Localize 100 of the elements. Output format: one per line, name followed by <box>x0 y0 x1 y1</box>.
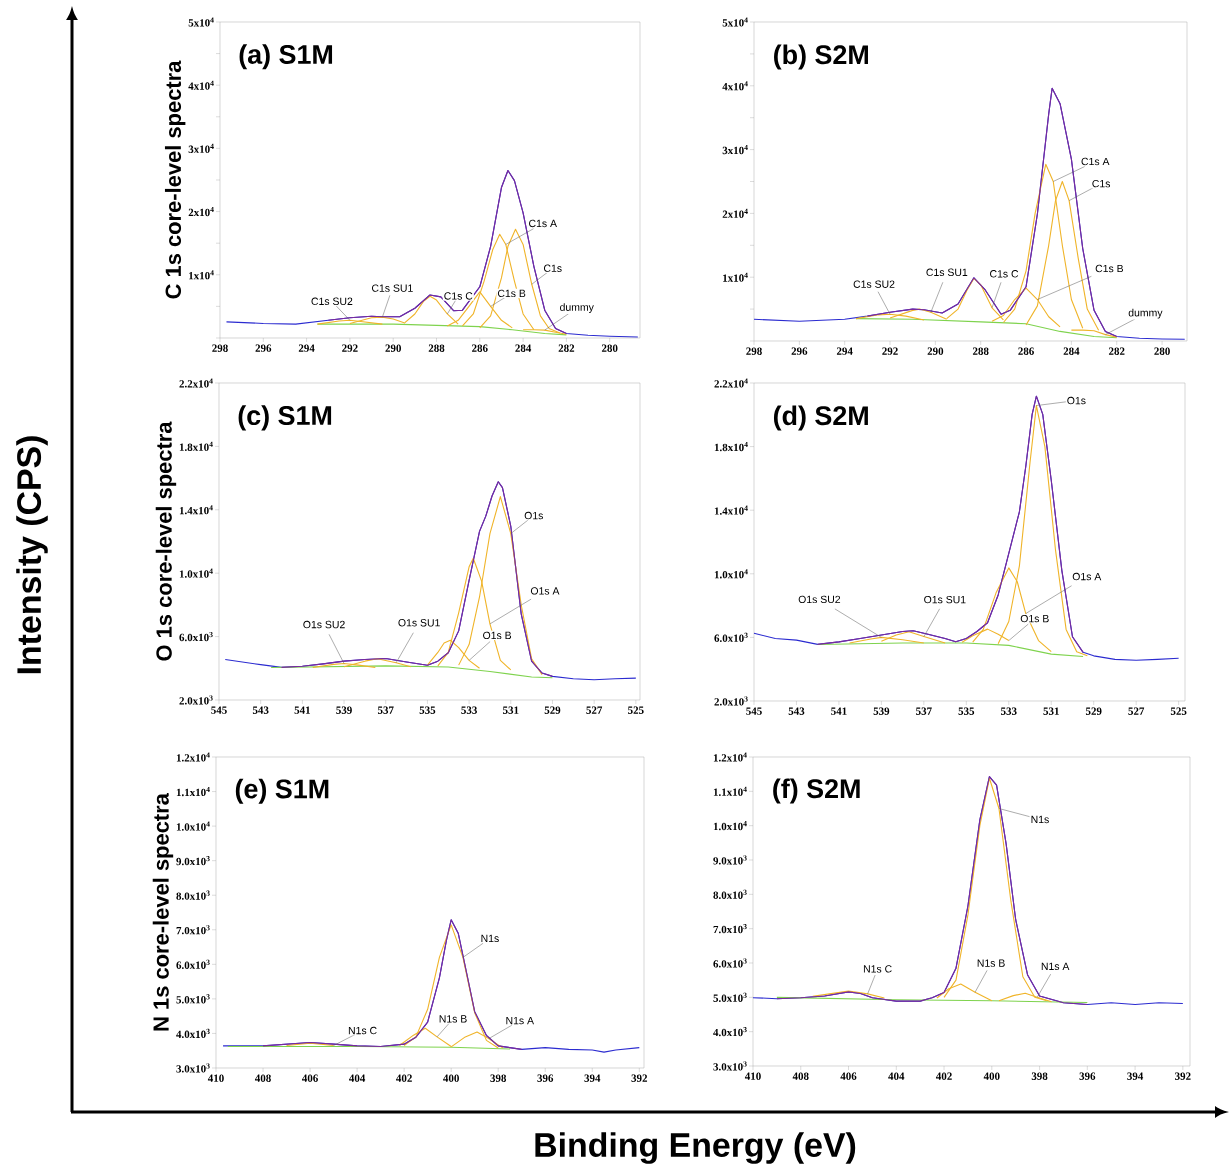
x-tick-label: 541 <box>831 707 847 715</box>
text: (a) S1M <box>239 44 333 70</box>
x-tick-label: 398 <box>490 1074 507 1082</box>
x-tick-label: 410 <box>744 1072 761 1080</box>
annotation: C1s B <box>1095 264 1124 273</box>
text: Binding Energy (eV) <box>535 1132 856 1164</box>
x-tick-label: 298 <box>212 344 228 352</box>
y-tick-label: 7.0x10$^{3}$ <box>713 924 747 934</box>
x-tick-label: 402 <box>396 1074 412 1082</box>
y-tick-label: 1.0x10$^{4}$ <box>713 821 747 831</box>
x-tick-label: 286 <box>472 344 488 352</box>
y-tick-label: 2x10$^{4}$ <box>722 208 748 218</box>
x-tick-label: 539 <box>873 707 890 715</box>
y-tick-label: 2.2x10$^{4}$ <box>179 378 213 388</box>
x-tick-label: 533 <box>461 706 477 714</box>
x-tick-label: 535 <box>958 707 975 715</box>
x-tick-label: 394 <box>1127 1072 1144 1080</box>
y-tick-label: 1x10$^{4}$ <box>723 272 748 282</box>
y-tick-label: 2.2x10$^{4}$ <box>714 378 748 388</box>
x-tick-label: 406 <box>840 1072 857 1080</box>
y-tick-label: 2.0x10$^{3}$ <box>714 696 748 706</box>
y-axis-title: C 1s core-level spectra <box>164 60 186 299</box>
annotation: C1s SU1 <box>926 268 968 276</box>
x-tick-label: 529 <box>1085 707 1102 715</box>
y-tick-label: 4x10$^{4}$ <box>188 80 214 90</box>
annotation: O1s SU2 <box>798 595 841 604</box>
y-tick-label: 5.0x10$^{3}$ <box>176 994 210 1004</box>
y-tick-label: 6.0x10$^{3}$ <box>714 632 748 642</box>
x-tick-label: 537 <box>377 706 394 714</box>
x-tick-label: 406 <box>302 1074 318 1082</box>
y-tick-label: 1.8x10$^{4}$ <box>179 441 213 451</box>
x-tick-label: 543 <box>788 707 805 715</box>
annotation: N1s <box>1031 815 1049 824</box>
y-tick-label: 1.2x10$^{4}$ <box>176 752 210 762</box>
x-tick-label: 408 <box>254 1074 271 1082</box>
x-tick-label: 533 <box>1001 707 1017 715</box>
x-tick-label: 280 <box>1154 347 1170 355</box>
x-tick-label: 294 <box>298 344 315 352</box>
y-tick-label: 6.0x10$^{3}$ <box>176 959 210 969</box>
x-tick-label: 292 <box>882 347 898 355</box>
annotation: C1s <box>1092 179 1111 188</box>
y-tick-label: 9.0x10$^{3}$ <box>176 856 210 866</box>
annotation: O1s SU1 <box>398 619 440 627</box>
y-tick-label: 1.0x10$^{4}$ <box>179 568 213 578</box>
y-tick-label: 1.1x10$^{4}$ <box>713 786 747 796</box>
x-tick-label: 282 <box>558 344 575 352</box>
annotation: O1s A <box>530 587 560 595</box>
annotation: N1s B <box>439 1015 467 1023</box>
y-tick-label: 2.0x10$^{3}$ <box>179 695 213 705</box>
annotation: C1s <box>543 264 562 272</box>
y-tick-label: 1.0x10$^{4}$ <box>714 569 748 579</box>
x-tick-label: 396 <box>537 1074 554 1082</box>
x-tick-label: 296 <box>791 347 808 355</box>
text: (b) S2M <box>774 44 868 70</box>
x-tick-label: 282 <box>1108 347 1125 355</box>
x-tick-label: 400 <box>983 1072 1000 1080</box>
annotation: N1s B <box>977 959 1005 967</box>
y-tick-label: 4.0x10$^{3}$ <box>713 1027 747 1037</box>
x-tick-label: 286 <box>1018 347 1034 355</box>
annotation: N1s C <box>348 1026 377 1035</box>
y-tick-label: 8.0x10$^{3}$ <box>713 889 747 899</box>
x-tick-label: 400 <box>443 1074 459 1082</box>
y-axis-title: N 1s core-level spectra <box>152 793 174 1031</box>
y-tick-label: 1.0x10$^{4}$ <box>176 821 210 831</box>
y-tick-label: 1.2x10$^{4}$ <box>713 752 747 762</box>
x-tick-label: 543 <box>252 706 269 714</box>
annotation: O1s SU2 <box>303 620 345 629</box>
y-axis-title: O 1s core-level spectra <box>155 421 177 661</box>
x-tick-label: 525 <box>1170 707 1187 715</box>
x-tick-label: 531 <box>503 706 519 714</box>
y-tick-label: 5.0x10$^{3}$ <box>713 992 747 1002</box>
x-tick-label: 537 <box>916 707 932 715</box>
text: Intensity (CPS) <box>16 436 48 674</box>
y-tick-label: 3.0x10$^{3}$ <box>176 1063 210 1073</box>
annotation: C1s SU1 <box>371 284 413 292</box>
x-tick-label: 541 <box>294 706 311 714</box>
x-tick-label: 410 <box>207 1074 224 1082</box>
annotation: O1s SU1 <box>924 595 966 604</box>
y-tick-label: 1.8x10$^{4}$ <box>714 442 748 452</box>
x-tick-label: 290 <box>927 347 944 355</box>
annotation: C1s B <box>497 289 526 298</box>
y-tick-label: 6.0x10$^{3}$ <box>713 958 747 968</box>
y-tick-label: 6.0x10$^{3}$ <box>179 632 213 642</box>
annotation: C1s SU2 <box>853 280 895 288</box>
y-tick-label: 2x10$^{4}$ <box>188 207 214 217</box>
x-tick-label: 404 <box>888 1072 905 1080</box>
x-tick-label: 527 <box>1128 707 1145 715</box>
x-tick-label: 392 <box>1175 1072 1191 1080</box>
text: (f) S2M <box>773 778 860 804</box>
x-tick-label: 539 <box>336 706 352 714</box>
x-tick-label: 408 <box>792 1072 809 1080</box>
x-tick-label: 290 <box>385 344 401 352</box>
annotation: C1s SU2 <box>311 297 353 305</box>
y-tick-label: 5x10$^{4}$ <box>188 17 214 27</box>
annotation: O1s B <box>483 631 512 640</box>
x-tick-label: 296 <box>255 344 272 352</box>
y-tick-label: 1.1x10$^{4}$ <box>176 786 210 797</box>
x-tick-label: 392 <box>631 1074 648 1082</box>
y-tick-label: 1.4x10$^{4}$ <box>179 505 213 515</box>
text: (e) S1M <box>235 778 329 804</box>
